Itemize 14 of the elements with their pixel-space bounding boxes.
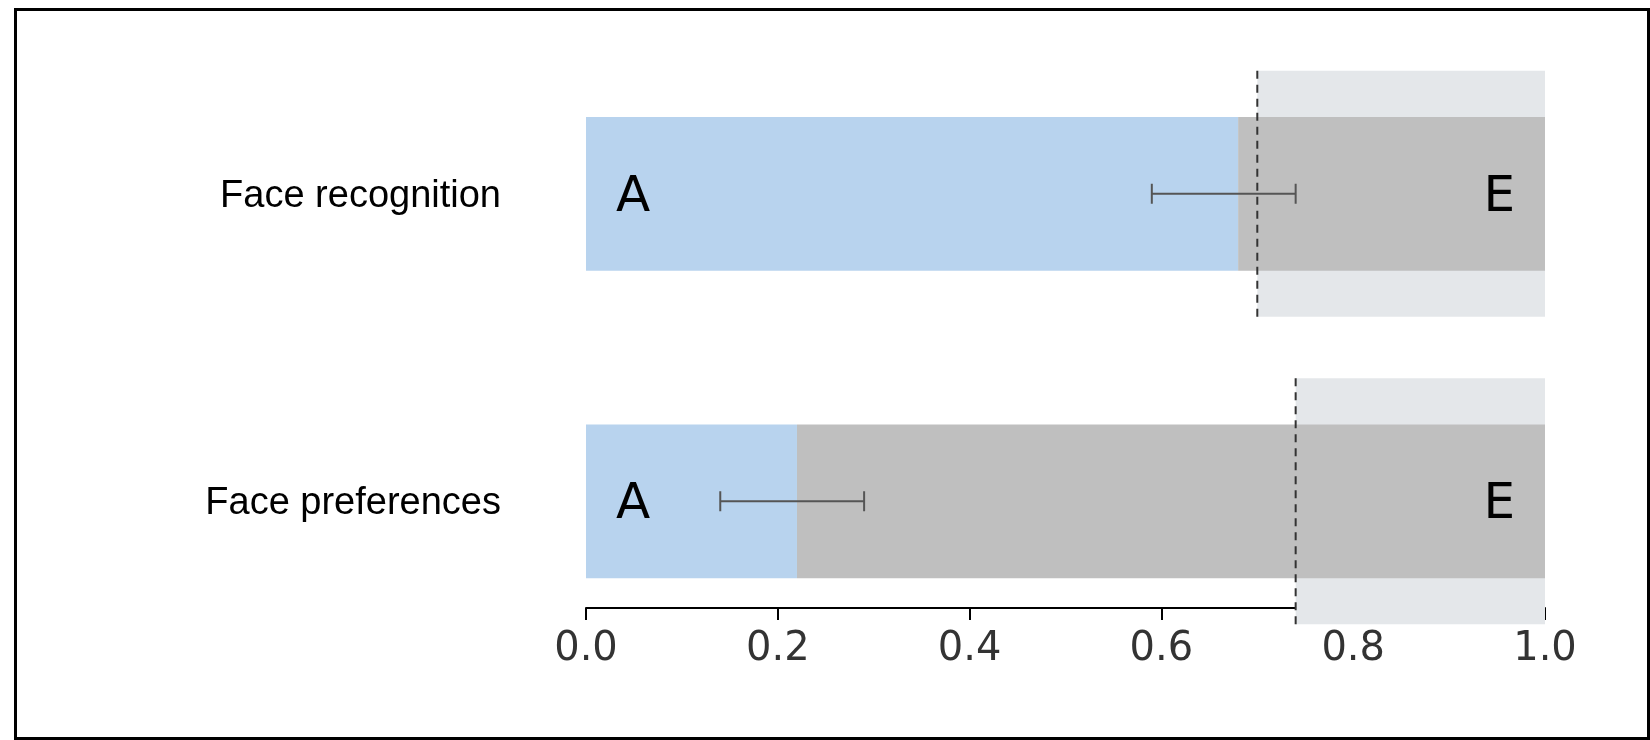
x-tick-label: 1.0 bbox=[1513, 623, 1577, 669]
y-tick-label: Face preferences bbox=[205, 480, 501, 523]
x-tick-label: 0.8 bbox=[1321, 623, 1386, 669]
x-tick-label: 0.6 bbox=[1129, 623, 1194, 669]
text: A bbox=[616, 472, 651, 531]
text: E bbox=[1483, 472, 1515, 531]
y-tick-label: Face recognition bbox=[220, 172, 501, 215]
x-tick-label: 0.2 bbox=[745, 623, 810, 669]
bar bbox=[586, 116, 1239, 271]
series-label: E bbox=[1483, 164, 1515, 223]
bar bbox=[586, 424, 797, 579]
series-label: A bbox=[616, 164, 651, 223]
x-tick-label: 0.0 bbox=[554, 623, 618, 669]
x-tick-label: 0.4 bbox=[937, 623, 1002, 669]
